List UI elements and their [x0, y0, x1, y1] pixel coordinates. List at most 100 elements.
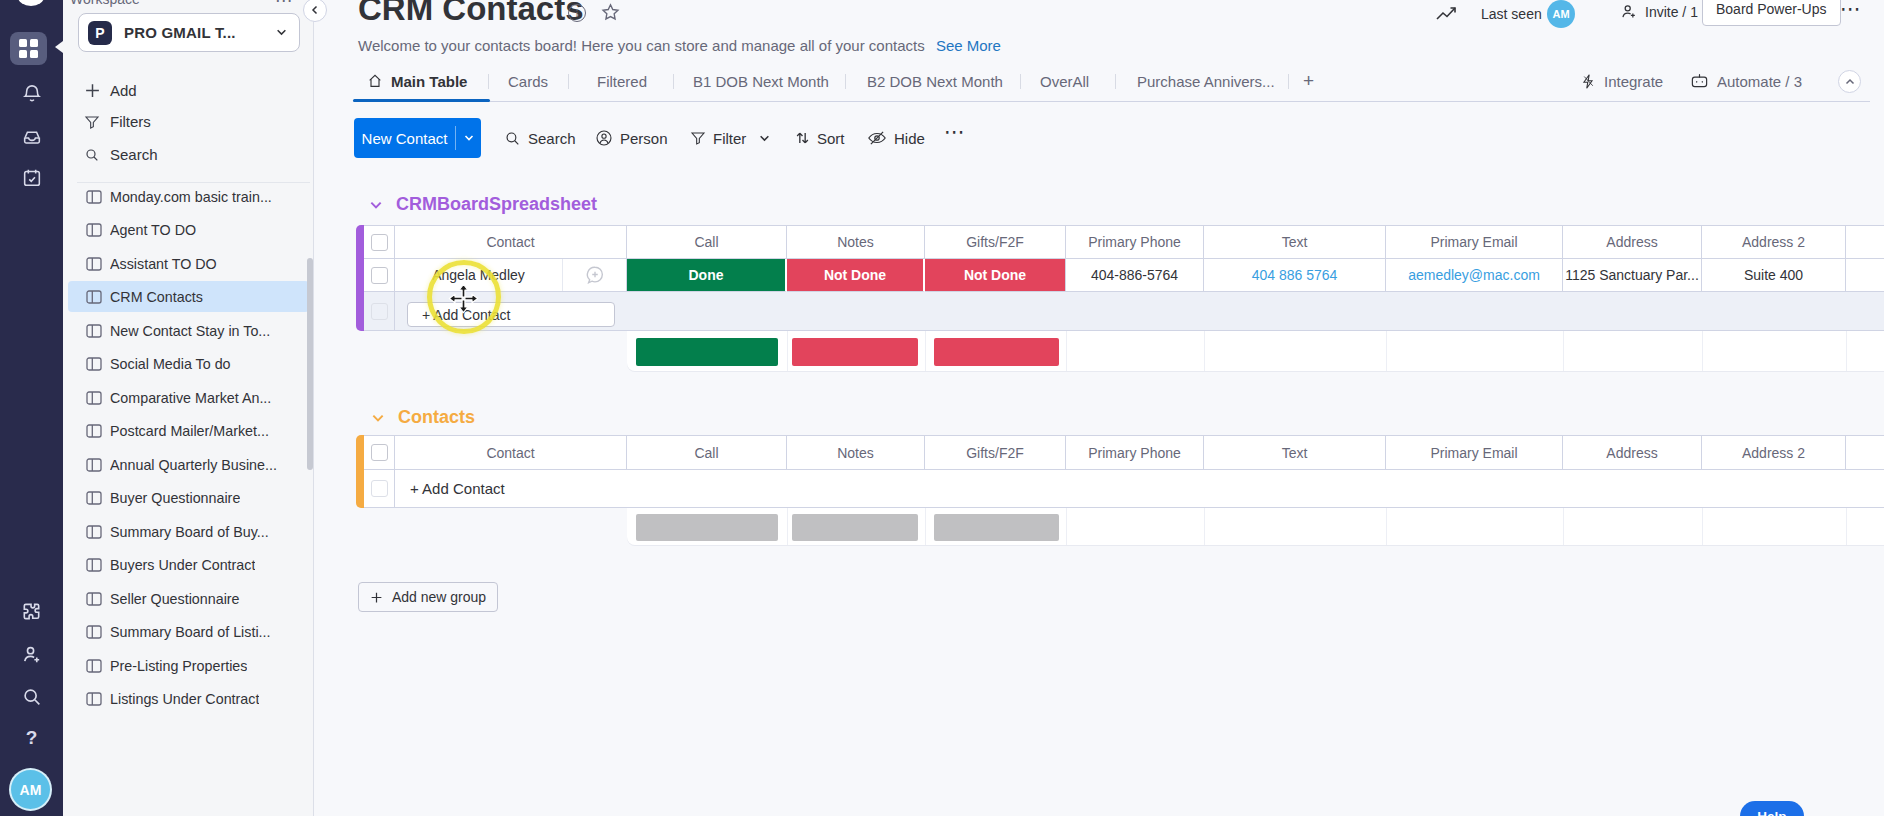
- tab-b1-dob[interactable]: B1 DOB Next Month: [693, 68, 829, 94]
- toolbar-hide-button[interactable]: Hide: [867, 124, 925, 152]
- inbox-button[interactable]: [0, 126, 63, 148]
- add-view-tab[interactable]: +: [1303, 68, 1314, 94]
- column-header-email[interactable]: Primary Email: [1386, 225, 1563, 259]
- toolbar-menu-dots[interactable]: ⋯: [944, 120, 965, 144]
- sidebar-add-button[interactable]: Add: [63, 77, 313, 104]
- avatar[interactable]: AM: [9, 768, 52, 811]
- workspace-menu-dots[interactable]: ⋯: [275, 0, 292, 11]
- sidebar-item-board[interactable]: Buyers Under Contract: [68, 549, 309, 580]
- collapse-header-button[interactable]: [1838, 70, 1861, 93]
- tab-main-table[interactable]: Main Table: [367, 68, 467, 94]
- see-more-link[interactable]: See More: [936, 37, 1001, 54]
- column-header-gifts[interactable]: Gifts/F2F: [925, 435, 1066, 470]
- toolbar-filter-button[interactable]: Filter: [690, 124, 770, 152]
- sidebar-filters-button[interactable]: Filters: [63, 108, 313, 135]
- address2-cell[interactable]: Suite 400: [1702, 259, 1846, 292]
- new-contact-button[interactable]: New Contact: [354, 118, 481, 158]
- group-title[interactable]: CRMBoardSpreadsheet: [396, 194, 597, 215]
- summary-bar-call[interactable]: [636, 514, 778, 541]
- column-header-address2[interactable]: Address 2: [1702, 225, 1846, 259]
- column-header-text[interactable]: Text: [1204, 435, 1386, 470]
- status-cell-call[interactable]: Done: [627, 259, 787, 292]
- sidebar-item-board[interactable]: Seller Questionnaire: [68, 583, 309, 614]
- invite-members-button[interactable]: [0, 643, 63, 666]
- add-new-group-button[interactable]: Add new group: [358, 582, 498, 612]
- tab-b2-dob[interactable]: B2 DOB Next Month: [867, 68, 1003, 94]
- automate-button[interactable]: Automate / 3: [1690, 68, 1802, 94]
- column-header-phone[interactable]: Primary Phone: [1066, 435, 1204, 470]
- sidebar-search-button[interactable]: Search: [63, 141, 313, 168]
- column-header-address[interactable]: Address: [1563, 225, 1702, 259]
- apps-marketplace-button[interactable]: [0, 600, 63, 623]
- sidebar-item-board[interactable]: Agent TO DO: [68, 214, 309, 245]
- column-header-phone[interactable]: Primary Phone: [1066, 225, 1204, 259]
- toolbar-search-button[interactable]: Search: [504, 124, 576, 152]
- row-checkbox[interactable]: [371, 267, 388, 284]
- global-search-button[interactable]: [0, 686, 63, 708]
- sidebar-item-board[interactable]: Summary Board of Listi...: [68, 616, 309, 647]
- sidebar-item-board[interactable]: Listings Under Contract: [68, 683, 309, 714]
- tab-overall[interactable]: OverAll: [1040, 68, 1089, 94]
- info-icon[interactable]: i: [568, 4, 586, 22]
- column-header-notes[interactable]: Notes: [787, 435, 925, 470]
- column-header-call[interactable]: Call: [627, 435, 787, 470]
- column-header-email[interactable]: Primary Email: [1386, 435, 1563, 470]
- select-all-checkbox[interactable]: [371, 444, 388, 461]
- summary-bar-call[interactable]: [636, 338, 778, 366]
- add-contact-cell[interactable]: + Add Contact: [395, 470, 1884, 508]
- summary-bar-gifts[interactable]: [934, 514, 1059, 541]
- workspace-switcher[interactable]: P PRO GMAIL T...: [78, 13, 300, 52]
- column-header-gifts[interactable]: Gifts/F2F: [925, 225, 1066, 259]
- integrate-button[interactable]: Integrate: [1580, 68, 1663, 94]
- sidebar-item-board[interactable]: Postcard Mailer/Market...: [68, 415, 309, 446]
- sidebar-item-board[interactable]: New Contact Stay in To...: [68, 315, 309, 346]
- help-rail-button[interactable]: ?: [0, 727, 63, 749]
- sidebar-item-board[interactable]: Summary Board of Buy...: [68, 516, 309, 547]
- my-work-button[interactable]: [0, 167, 63, 189]
- activity-icon[interactable]: [1436, 6, 1456, 22]
- column-header-address[interactable]: Address: [1563, 435, 1702, 470]
- help-button[interactable]: Help: [1740, 801, 1804, 816]
- invite-button[interactable]: Invite / 1: [1645, 2, 1698, 22]
- select-all-checkbox[interactable]: [371, 234, 388, 251]
- address-cell[interactable]: 1125 Sanctuary Par...: [1563, 259, 1702, 292]
- group-collapse-chevron[interactable]: [369, 198, 383, 212]
- column-header-contact[interactable]: Contact: [395, 435, 627, 470]
- column-header-notes[interactable]: Notes: [787, 225, 925, 259]
- sidebar-item-board-selected[interactable]: CRM Contacts: [68, 281, 309, 312]
- board-power-ups-button[interactable]: Board Power-Ups: [1702, 0, 1841, 26]
- email-cell[interactable]: aemedley@mac.com: [1386, 259, 1563, 292]
- status-cell-notes[interactable]: Not Done: [787, 259, 925, 292]
- new-contact-dropdown[interactable]: [456, 133, 481, 143]
- toolbar-sort-button[interactable]: Sort: [795, 124, 845, 152]
- column-header-address2[interactable]: Address 2: [1702, 435, 1846, 470]
- sidebar-item-board[interactable]: Comparative Market An...: [68, 382, 309, 413]
- sidebar-item-board[interactable]: Social Media To do: [68, 348, 309, 379]
- apps-grid-button[interactable]: [10, 32, 47, 65]
- sidebar-item-board[interactable]: Buyer Questionnaire: [68, 482, 309, 513]
- column-header-contact[interactable]: Contact: [395, 225, 627, 259]
- text-phone-cell[interactable]: 404 886 5764: [1204, 259, 1386, 292]
- sidebar-scrollbar[interactable]: [307, 258, 313, 470]
- tab-filtered[interactable]: Filtered: [597, 68, 647, 94]
- summary-bar-gifts[interactable]: [934, 338, 1059, 366]
- column-header-text[interactable]: Text: [1204, 225, 1386, 259]
- sidebar-item-board[interactable]: Monday.com basic train...: [68, 181, 309, 212]
- sidebar-item-board[interactable]: Pre-Listing Properties: [68, 650, 309, 681]
- notifications-button[interactable]: [0, 82, 63, 104]
- column-header-call[interactable]: Call: [627, 225, 787, 259]
- status-cell-gifts[interactable]: Not Done: [925, 259, 1066, 292]
- tab-cards[interactable]: Cards: [508, 68, 548, 94]
- toolbar-person-button[interactable]: Person: [595, 124, 668, 152]
- summary-bar-notes[interactable]: [792, 514, 918, 541]
- board-menu-dots[interactable]: ⋯: [1840, 0, 1862, 21]
- favorite-star-icon[interactable]: [600, 2, 621, 23]
- tab-purchase-anniversary[interactable]: Purchase Annivers...: [1137, 68, 1275, 94]
- add-update-cell[interactable]: [562, 259, 626, 291]
- sidebar-item-board[interactable]: Assistant TO DO: [68, 248, 309, 279]
- sidebar-item-board[interactable]: Annual Quarterly Busine...: [68, 449, 309, 480]
- group-collapse-chevron[interactable]: [371, 411, 385, 425]
- group-title[interactable]: Contacts: [398, 407, 475, 428]
- phone-cell[interactable]: 404-886-5764: [1066, 259, 1204, 292]
- last-seen-avatar[interactable]: AM: [1547, 0, 1575, 28]
